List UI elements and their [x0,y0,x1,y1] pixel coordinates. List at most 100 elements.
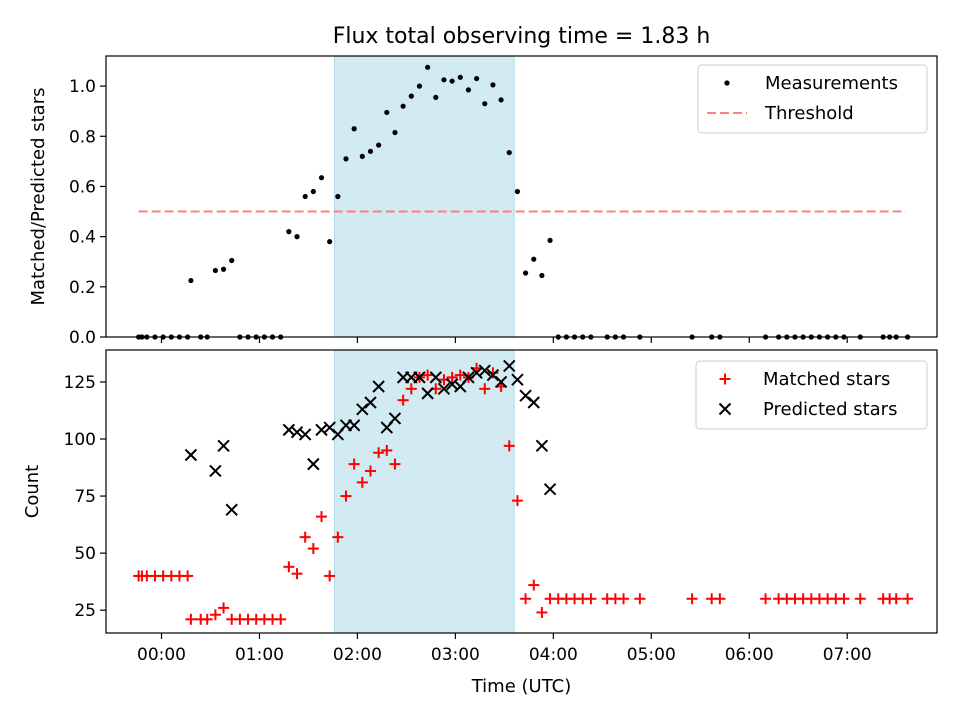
measurement-point [343,156,349,162]
time-x-axis: 00:00 01:00 02:00 03:00 04:00 05:00 06:00 07:00 [137,633,872,665]
predicted-star-point-b [421,387,434,400]
observing-span-band [334,349,515,634]
y-tick-label: 0.2 [69,278,96,298]
ratio-y-axis: 0.0 0.2 0.4 0.6 0.8 1.0 [69,77,106,348]
predicted-star-point [372,380,385,393]
matched-star-point [528,579,540,591]
measurement-point [498,97,504,103]
matched-star-point [890,593,902,605]
measurement-point [286,229,292,235]
measurement-point [294,234,300,240]
matched-star-point [348,458,360,470]
predicted-star-point [421,387,434,400]
predicted-star-point-b [429,371,442,384]
y-tick-label: 0.4 [69,228,96,248]
measurement-point [408,93,414,99]
predicted-star-point [184,448,198,462]
measurement-point [425,64,431,70]
x-tick-label: 04:00 [529,645,578,665]
measurement-point [400,103,406,109]
measurement-point [514,188,521,195]
matched-star-point [316,511,328,523]
predicted-star-point [445,378,459,391]
legend-label: Predicted stars [763,399,897,420]
predicted-star-point [527,396,540,409]
matched-star-point [902,593,914,605]
predicted-star-point [209,464,222,478]
predicted-star-point-b [486,368,500,382]
predicted-star-point-b [298,428,312,441]
matched-star-point [275,613,287,625]
matched-star-point [209,609,221,621]
matched-star-point [536,606,548,618]
predicted-star-point-b [388,412,402,425]
y-tick-label: 125 [64,373,96,393]
measurement-point [229,257,235,264]
predicted-star-point [217,439,230,453]
predicted-star-point [225,503,238,516]
predicted-star-point [315,423,328,437]
observing-span-top [334,55,515,338]
matched-star-point [686,593,698,605]
count-axes-frame [105,349,938,634]
ratio-panel: 0.0 0.2 0.4 0.6 0.8 1.0 Matched/Predicted sta… [28,55,938,348]
y-tick-label: 0.8 [69,127,96,147]
predicted-star-point-b [494,375,508,389]
legend-marker-x [718,402,732,416]
predicted-star-point-b [184,448,198,462]
predicted-star-point-b [225,503,238,516]
x-tick-label: 03:00 [431,645,480,665]
y-tick-label: 50 [74,544,96,564]
matched-star-point [405,383,417,395]
matched-star-point [340,490,352,502]
matched-star-point [299,531,311,543]
ratio-x-axis [160,337,848,343]
legend-label: Threshold [764,103,854,124]
predicted-star-point-b [290,425,304,439]
x-tick-label: 05:00 [627,645,676,665]
predicted-star-point [503,359,516,373]
ratio-legend: Measurements Threshold [697,64,928,134]
predicted-star-point [290,425,304,439]
measurement-point [482,101,488,107]
matched-star-point [520,593,532,605]
measurement-point [212,267,218,274]
measurement-point [359,153,365,159]
predicted-star-point-b [307,457,320,471]
measurement-point [188,277,194,284]
count-y-label: Count [22,465,43,518]
legend-box [695,360,928,430]
predicted-star-point [307,457,320,471]
predicted-star-point [535,439,549,453]
y-tick-label: 25 [74,601,96,621]
matched-star-point [182,570,194,582]
matched-star-point [714,593,726,605]
predicted-star-point-b [217,439,230,453]
y-tick-label: 100 [64,430,96,450]
matched-star-point [503,440,515,452]
measurement-point [376,142,382,148]
time-x-label: Time (UTC) [471,676,572,697]
measurement-point [302,193,308,200]
measurement-point [318,175,325,181]
predicted-star-point-b [323,421,336,434]
predicted-star-point [478,364,491,377]
measurement-point [384,109,390,116]
matched-star-point [479,383,491,395]
matched-star-point [585,593,597,605]
predicted-star-point-b [543,483,557,496]
matched-star-point [389,458,401,470]
measurement-point [531,256,537,262]
chart-title: Flux total observing time = 1.83 h [333,24,711,49]
count-legend: Matched stars Predicted stars [695,360,928,430]
observing-span-bottom [334,349,515,634]
predicted-star-point-b [478,364,491,377]
matched-star-point [364,465,376,477]
predicted-star-point [347,419,361,432]
matched-star-point [356,476,368,488]
matched-star-point [324,570,336,582]
predicted-star-point-b [470,366,483,380]
predicted-star-point-b [315,423,328,437]
predicted-star-point-b [511,373,524,386]
